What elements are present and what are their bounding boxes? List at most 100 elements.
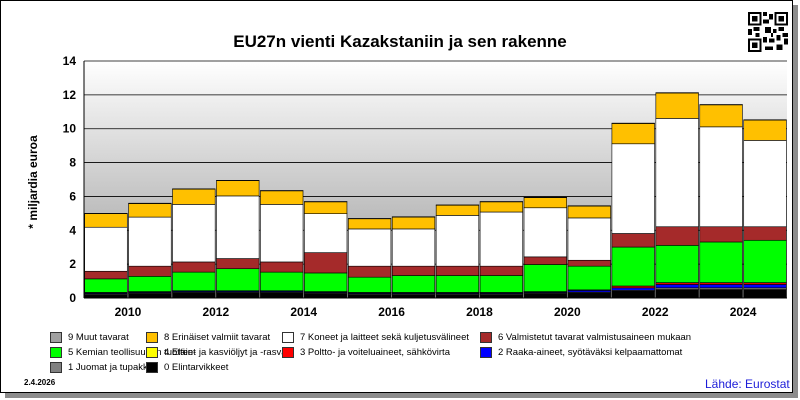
bar-stack-2017 [391,216,436,299]
legend-swatch [146,331,158,343]
bar-segment [304,272,348,292]
bar-segment [172,261,216,273]
bar-stack-2010 [84,213,128,299]
bar-segment [655,289,699,299]
bar-segment [611,246,655,287]
bar-segment [128,216,172,267]
bar-segment [260,204,304,263]
bar-segment [743,289,787,299]
bar-segment [435,204,480,216]
bar-segment [84,294,128,299]
bar-segment [699,284,743,289]
y-tick-label: 12 [63,88,77,102]
legend-label: 4 Eläin- ja kasviöljyt ja -rasvat [164,346,290,358]
bar-segment [435,265,480,276]
legend-swatch [50,346,62,358]
bar-segment [260,292,304,299]
bar-segment [567,205,611,219]
bar-segment [304,213,348,253]
legend-swatch [50,361,62,373]
bar-segment [567,259,611,267]
bar-stack-2021 [567,205,611,299]
bar-segment [172,292,216,299]
bar-stack-2022 [611,122,655,299]
bar-segment [435,294,480,299]
legend-item: 0 Elintarvikkeet [146,360,228,374]
bar-segment [128,293,172,299]
bar-segment [523,293,567,299]
bar-segment [128,203,172,218]
bar-stack-2013 [216,180,260,299]
legend-item: 8 Erinäiset valmiit tavarat [146,330,270,344]
legend-item: 2 Raaka-aineet, syötäväksi kelpaamattoma… [480,345,682,359]
bar-segment [304,252,348,274]
bar-segment [128,276,172,292]
source-label: Lähde: Eurostat [705,377,790,391]
legend-swatch [480,331,492,343]
bar-segment [260,261,304,273]
date-label: 2.4.2026 [24,378,56,387]
y-tick-label: 4 [69,223,76,237]
bar-segment [655,245,699,283]
bar-stack-2015 [304,201,348,299]
y-tick-label: 14 [63,54,77,68]
bar-segment [216,292,260,299]
x-tick-labels: 2010 2012 2014 2016 2018 2020 2022 2024 [115,305,757,319]
y-tick-label: 6 [69,189,76,203]
y-tick-label: 8 [69,156,76,170]
bar-segment [567,292,611,299]
bar-segment [391,265,436,276]
qr-code-icon [748,12,788,52]
bar-segment [655,226,699,246]
legend-item: 6 Valmistetut tavarat valmistusaineen mu… [480,330,691,344]
bar-segment [260,190,304,205]
legend-label: 0 Elintarvikkeet [164,361,229,373]
bar-segment [655,284,699,289]
bar-segment [260,271,304,292]
x-tick-label: 2012 [202,305,229,319]
x-tick-label: 2020 [554,305,581,319]
bar-segment [611,143,655,234]
bar-segment [743,119,787,141]
bar-segment [611,123,655,145]
bar-segment [172,188,216,205]
bar-segment [743,226,787,241]
bar-segment [391,275,436,293]
bar-segment [216,268,260,292]
bar-segment [743,284,787,289]
legend-label: 8 Erinäiset valmiit tavarat [164,331,271,343]
bar-segment [84,270,128,280]
bar-stack-2012 [172,188,216,299]
bar-segment [611,287,655,291]
legend-swatch [282,331,294,343]
bar-segment [611,233,655,248]
bar-stack-2025 [743,119,787,299]
legend-item: 3 Poltto- ja voiteluaineet, sähkövirta [282,345,450,359]
bar-segment [479,294,524,299]
bar-segment [699,126,743,228]
bar-segment [172,271,216,292]
x-tick-label: 2018 [466,305,493,319]
bar-segment [84,278,128,293]
y-tick-label: 0 [69,291,76,305]
bar-segment [523,197,567,209]
bar-segment [435,215,480,267]
bar-segment [216,258,260,270]
bar-segment [743,140,787,228]
legend-item: 1 Juomat ja tupakka [50,360,153,374]
legend-item: 5 Kemian teollisuuden tuotteet [50,345,196,359]
bar-segment [699,226,743,243]
bar-segment [304,293,348,299]
bar-segment [523,256,567,265]
legend-label: 6 Valmistetut tavarat valmistusaineen mu… [498,331,692,343]
bar-segment [347,228,392,267]
bar-segment [347,294,392,299]
y-tick-labels: 0 2 4 6 8 10 12 14 [63,54,77,305]
legend-swatch [480,346,492,358]
x-tick-label: 2024 [730,305,757,319]
bar-stack-2024 [699,104,743,299]
x-tick-label: 2016 [378,305,405,319]
legend-swatch [146,361,158,373]
bar-segment [391,216,436,230]
